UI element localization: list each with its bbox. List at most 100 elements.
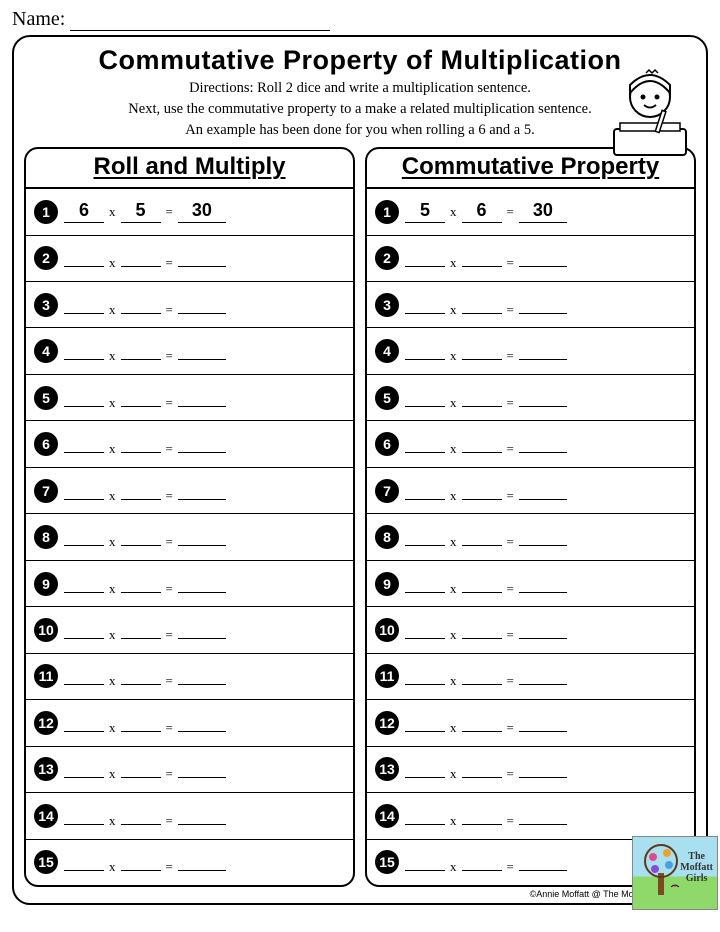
product-blank[interactable] (519, 710, 567, 732)
times-symbol: x (450, 302, 457, 318)
product-blank[interactable] (519, 478, 567, 500)
factor-b-blank[interactable] (121, 524, 161, 546)
factor-a-blank[interactable] (405, 524, 445, 546)
product-blank[interactable] (178, 292, 226, 314)
factor-a-blank[interactable] (405, 385, 445, 407)
product-blank[interactable] (178, 617, 226, 639)
factor-a-blank[interactable] (64, 524, 104, 546)
equals-symbol: = (507, 204, 514, 220)
factor-a-blank[interactable] (405, 849, 445, 871)
product-blank[interactable] (178, 431, 226, 453)
product-blank[interactable] (519, 849, 567, 871)
factor-b-blank[interactable]: 6 (462, 201, 502, 223)
factor-a-blank[interactable] (405, 756, 445, 778)
factor-b-blank[interactable] (121, 478, 161, 500)
product-blank[interactable]: 30 (519, 201, 567, 223)
factor-a-blank[interactable]: 6 (64, 201, 104, 223)
factor-a-blank[interactable] (64, 338, 104, 360)
product-blank[interactable] (519, 617, 567, 639)
factor-b-blank[interactable] (121, 245, 161, 267)
factor-b-blank[interactable] (121, 756, 161, 778)
factor-a-blank[interactable] (64, 571, 104, 593)
factor-a-blank[interactable] (405, 338, 445, 360)
factor-b-blank[interactable] (462, 756, 502, 778)
factor-a-blank[interactable] (64, 617, 104, 639)
factor-a-blank[interactable] (64, 478, 104, 500)
product-blank[interactable] (178, 803, 226, 825)
product-blank[interactable] (178, 571, 226, 593)
factor-a-blank[interactable] (64, 849, 104, 871)
product-blank[interactable] (519, 571, 567, 593)
factor-b-blank[interactable] (121, 663, 161, 685)
left-row: 2x= (26, 236, 353, 282)
factor-a-blank[interactable] (64, 292, 104, 314)
product-blank[interactable] (519, 292, 567, 314)
factor-b-blank[interactable]: 5 (121, 201, 161, 223)
factor-b-blank[interactable] (121, 803, 161, 825)
factor-b-blank[interactable] (121, 385, 161, 407)
product-blank[interactable] (519, 663, 567, 685)
factor-b-blank[interactable] (462, 803, 502, 825)
factor-a-blank[interactable]: 5 (405, 201, 445, 223)
factor-a-blank[interactable] (405, 245, 445, 267)
product-blank[interactable] (519, 524, 567, 546)
product-blank[interactable]: 30 (178, 201, 226, 223)
product-blank[interactable] (519, 431, 567, 453)
factor-a-blank[interactable] (64, 756, 104, 778)
product-blank[interactable] (519, 756, 567, 778)
product-blank[interactable] (178, 524, 226, 546)
product-blank[interactable] (178, 245, 226, 267)
factor-b-blank[interactable] (121, 338, 161, 360)
left-row: 14x= (26, 793, 353, 839)
factor-b-blank[interactable] (121, 849, 161, 871)
factor-a-blank[interactable] (405, 292, 445, 314)
factor-b-blank[interactable] (462, 245, 502, 267)
product-blank[interactable] (519, 803, 567, 825)
product-blank[interactable] (178, 478, 226, 500)
factor-b-blank[interactable] (121, 292, 161, 314)
factor-a-blank[interactable] (405, 710, 445, 732)
product-blank[interactable] (178, 663, 226, 685)
product-blank[interactable] (519, 385, 567, 407)
factor-a-blank[interactable] (64, 431, 104, 453)
factor-b-blank[interactable] (462, 571, 502, 593)
factor-a-blank[interactable] (64, 663, 104, 685)
factor-a-blank[interactable] (405, 571, 445, 593)
factor-b-blank[interactable] (121, 617, 161, 639)
factor-a-blank[interactable] (405, 431, 445, 453)
product-blank[interactable] (178, 338, 226, 360)
factor-b-blank[interactable] (121, 710, 161, 732)
factor-b-blank[interactable] (121, 431, 161, 453)
left-row: 6x= (26, 421, 353, 467)
factor-b-blank[interactable] (462, 385, 502, 407)
times-symbol: x (109, 348, 116, 364)
factor-b-blank[interactable] (462, 478, 502, 500)
product-blank[interactable] (519, 338, 567, 360)
equation: x= (64, 663, 226, 689)
product-blank[interactable] (519, 245, 567, 267)
product-blank[interactable] (178, 710, 226, 732)
factor-a-blank[interactable] (405, 803, 445, 825)
factor-b-blank[interactable] (462, 431, 502, 453)
row-number-circle: 3 (375, 293, 399, 317)
row-number-circle: 13 (375, 757, 399, 781)
factor-a-blank[interactable] (405, 663, 445, 685)
name-blank[interactable] (70, 13, 330, 31)
factor-b-blank[interactable] (462, 292, 502, 314)
factor-a-blank[interactable] (405, 478, 445, 500)
factor-a-blank[interactable] (64, 385, 104, 407)
factor-a-blank[interactable] (64, 710, 104, 732)
factor-b-blank[interactable] (462, 849, 502, 871)
factor-b-blank[interactable] (462, 338, 502, 360)
factor-b-blank[interactable] (462, 710, 502, 732)
factor-b-blank[interactable] (462, 617, 502, 639)
factor-b-blank[interactable] (121, 571, 161, 593)
product-blank[interactable] (178, 385, 226, 407)
factor-a-blank[interactable] (64, 803, 104, 825)
factor-a-blank[interactable] (64, 245, 104, 267)
factor-b-blank[interactable] (462, 663, 502, 685)
product-blank[interactable] (178, 756, 226, 778)
factor-b-blank[interactable] (462, 524, 502, 546)
product-blank[interactable] (178, 849, 226, 871)
factor-a-blank[interactable] (405, 617, 445, 639)
